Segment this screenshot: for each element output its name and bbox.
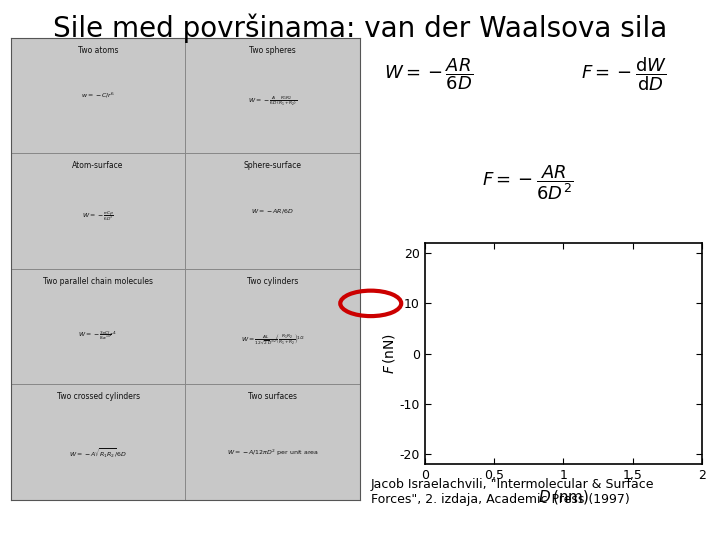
Text: $F = -\dfrac{AR}{6D^2}$: $F = -\dfrac{AR}{6D^2}$ <box>482 164 574 202</box>
Text: $F = -\dfrac{\mathrm{d}W}{\mathrm{d}D}$: $F = -\dfrac{\mathrm{d}W}{\mathrm{d}D}$ <box>580 56 667 93</box>
Text: Two spheres: Two spheres <box>249 46 296 55</box>
Text: Two cylinders: Two cylinders <box>247 276 298 286</box>
Text: $W = -\dfrac{AR}{6D}$: $W = -\dfrac{AR}{6D}$ <box>384 57 474 92</box>
Text: $w = -C/r^6$: $w = -C/r^6$ <box>81 91 115 100</box>
Text: Sphere-surface: Sphere-surface <box>243 161 302 170</box>
Text: Two parallel chain molecules: Two parallel chain molecules <box>43 276 153 286</box>
Text: $W = -A/12\pi D^2$ per unit area: $W = -A/12\pi D^2$ per unit area <box>227 448 318 458</box>
Text: $W = -A\sqrt{R_1 R_2}/6D$: $W = -A\sqrt{R_1 R_2}/6D$ <box>69 447 127 460</box>
Text: $W = -\frac{A}{6D}\frac{R_1 R_2}{(R_1+R_2)}$: $W = -\frac{A}{6D}\frac{R_1 R_2}{(R_1+R_… <box>248 94 297 108</box>
Text: Two crossed cylinders: Two crossed cylinders <box>57 392 140 401</box>
Text: $W = -AR/6D$: $W = -AR/6D$ <box>251 207 294 215</box>
Text: $W = -\frac{3\pi Cl}{8a^{10}}r^4$: $W = -\frac{3\pi Cl}{8a^{10}}r^4$ <box>78 329 118 342</box>
Text: $W = \frac{AL}{12\sqrt{2}D^{3/2}}\!\left(\frac{R_1 R_2}{R_1+R_2}\right)^{\!1/2}$: $W = \frac{AL}{12\sqrt{2}D^{3/2}}\!\left… <box>240 333 305 347</box>
Text: Jacob Israelachvili, "Intermolecular & Surface
Forces", 2. izdaja, Academic Pres: Jacob Israelachvili, "Intermolecular & S… <box>371 478 654 506</box>
X-axis label: $D\,(\mathrm{nm})$: $D\,(\mathrm{nm})$ <box>538 488 589 506</box>
Text: Two atoms: Two atoms <box>78 46 118 55</box>
Text: Sile med površinama: van der Waalsova sila: Sile med površinama: van der Waalsova si… <box>53 14 667 43</box>
Text: $W = -\frac{\pi C\rho}{6D^3}$: $W = -\frac{\pi C\rho}{6D^3}$ <box>82 210 114 224</box>
Y-axis label: $F\,(\mathrm{nN})$: $F\,(\mathrm{nN})$ <box>381 333 397 374</box>
Text: Two surfaces: Two surfaces <box>248 392 297 401</box>
Text: Atom-surface: Atom-surface <box>73 161 124 170</box>
